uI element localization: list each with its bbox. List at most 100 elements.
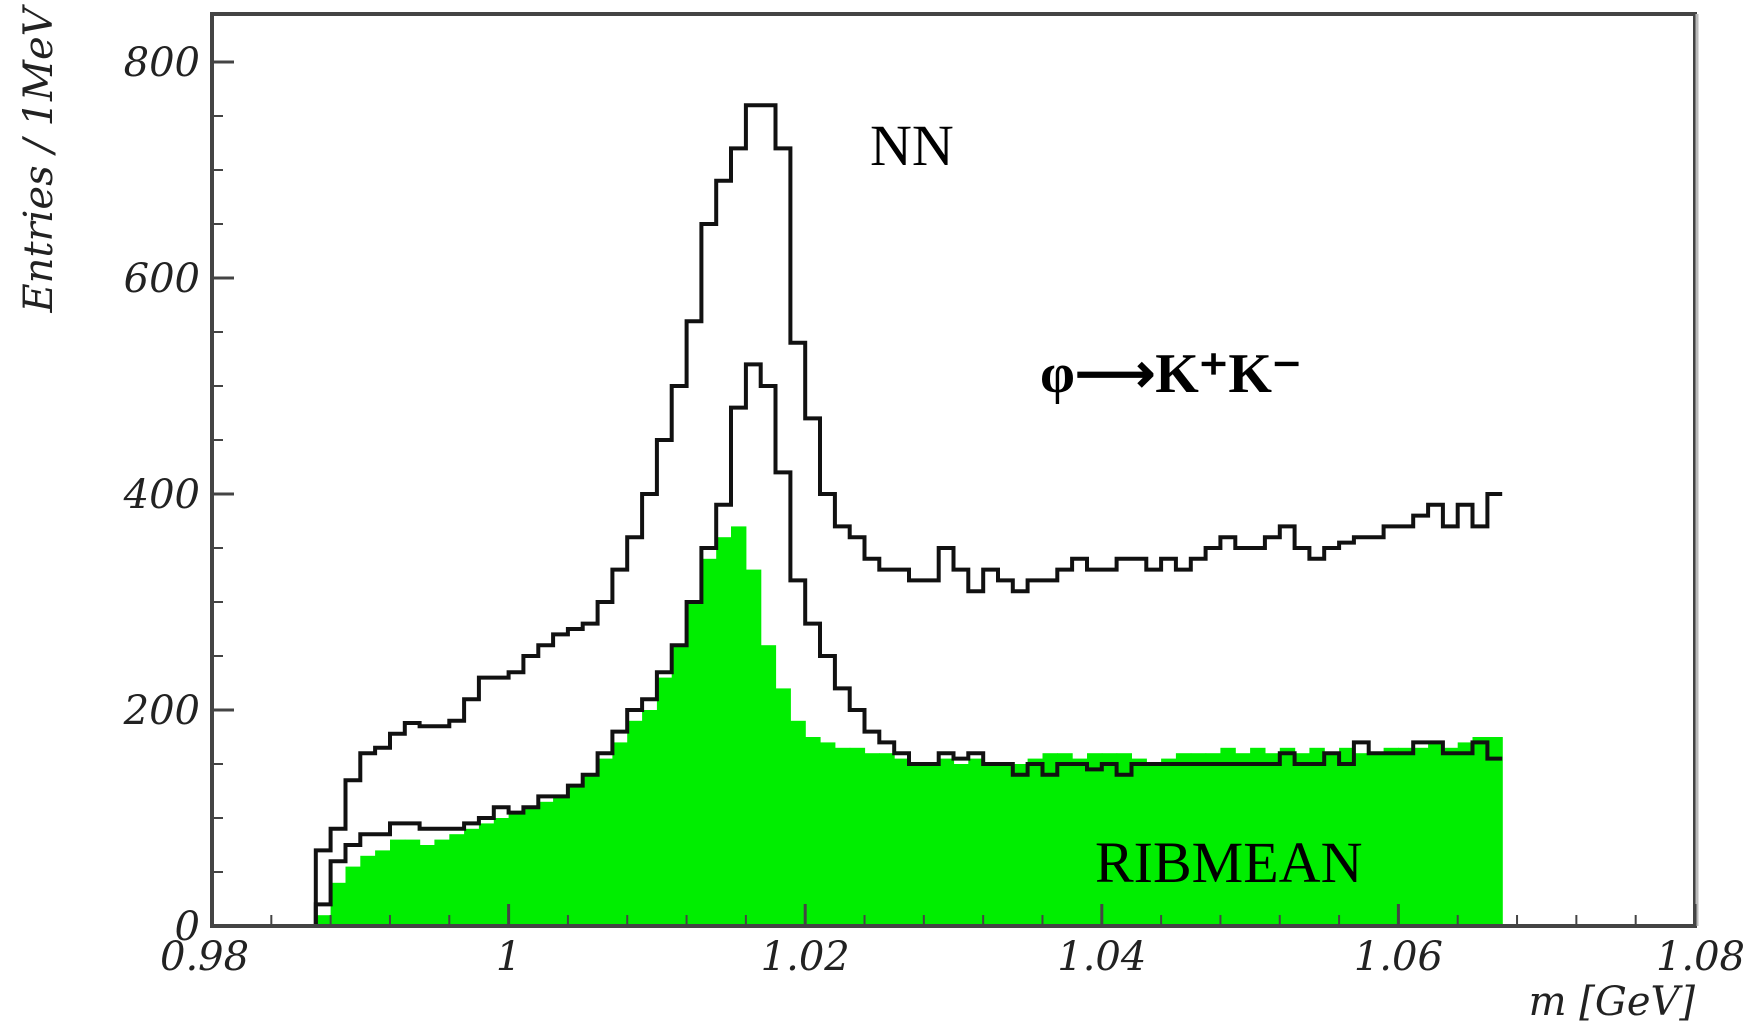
ribmean-bar	[1072, 758, 1088, 926]
ribmean-bar	[1487, 737, 1503, 926]
ribmean-bar	[983, 764, 999, 926]
ribmean-bar	[1457, 742, 1474, 926]
ribmean-bar	[1250, 747, 1266, 926]
ribmean-bar	[998, 764, 1014, 926]
ribmean-bar	[360, 855, 376, 926]
ribmean-bar	[1368, 753, 1385, 926]
lower-step-line	[212, 362, 1503, 928]
ribmean-bar	[1087, 753, 1103, 926]
ribmean-bar	[538, 801, 554, 926]
ribmean-bar	[315, 915, 332, 926]
series-nn-step	[212, 103, 1503, 928]
x-tick-label: 0.98	[160, 934, 249, 980]
x-tick-label: 1.02	[761, 934, 850, 980]
ribmean-bar	[849, 747, 866, 926]
y-axis: 0 200 400 600 800	[123, 40, 234, 950]
ribmean-bar	[1339, 747, 1355, 926]
ribmean-bar	[1042, 753, 1058, 926]
ribmean-bar	[1472, 737, 1488, 926]
ribmean-bar	[1398, 747, 1414, 926]
series-lower-step	[212, 362, 1503, 928]
ribmean-bar	[1413, 747, 1429, 926]
x-tick-label: 1.06	[1354, 934, 1443, 980]
ribmean-bar	[745, 569, 762, 926]
ribmean-bar	[345, 866, 361, 926]
ribmean-bar	[731, 526, 747, 926]
ribmean-bar	[523, 807, 539, 926]
ribmean-bar	[805, 737, 821, 926]
nn-step-line	[212, 103, 1503, 928]
ribmean-bar	[1175, 753, 1192, 926]
ribmean-bar	[701, 558, 717, 926]
y-tick-label: 200	[123, 688, 200, 734]
series-ribmean-fill	[315, 526, 1503, 926]
ribmean-bar	[419, 845, 435, 926]
ribmean-bar	[1146, 764, 1162, 926]
ribmean-bar	[330, 882, 346, 926]
ribmean-bar	[582, 774, 599, 926]
ribmean-bar	[1279, 747, 1296, 926]
ribmean-bar	[1235, 753, 1251, 926]
x-tick-label: 1	[496, 934, 521, 980]
x-axis: 0.98 1 1.02 1.04 1.06 1.08	[160, 904, 1745, 980]
ribmean-label: RIBMEAN	[1095, 830, 1362, 895]
x-tick-label: 1.08	[1656, 934, 1745, 980]
ribmean-bar	[923, 764, 940, 926]
ribmean-bar	[508, 812, 524, 926]
ribmean-bar	[493, 818, 510, 926]
ribmean-bar	[686, 602, 702, 926]
ribmean-bar	[390, 839, 406, 926]
ribmean-bar	[627, 720, 643, 926]
ribmean-bar	[1012, 764, 1029, 926]
y-tick-label: 400	[123, 472, 200, 518]
x-axis-title: m [GeV]	[1529, 979, 1696, 1025]
ribmean-bar	[790, 720, 806, 926]
ribmean-bar	[1101, 753, 1118, 926]
plot-frame	[210, 12, 1697, 928]
ribmean-bar	[1324, 753, 1340, 926]
ribmean-bar	[968, 758, 984, 926]
ribmean-bar	[1190, 753, 1207, 926]
ribmean-bar	[909, 764, 925, 926]
ribmean-bar	[464, 828, 480, 926]
ribmean-bar	[1294, 753, 1310, 926]
ribmean-bar	[1057, 753, 1073, 926]
ribmean-bar	[642, 710, 658, 926]
ribmean-bar	[375, 850, 391, 926]
ribmean-bar	[597, 758, 613, 926]
ribmean-bar	[1428, 742, 1444, 926]
ribmean-bar	[820, 742, 836, 926]
y-tick-label: 800	[124, 40, 200, 86]
ribmean-bar	[1027, 758, 1043, 926]
ribmean-bar	[1264, 753, 1281, 926]
ribmean-bar	[612, 742, 628, 926]
nn-label: NN	[870, 113, 954, 178]
x-tick-label: 1.04	[1057, 934, 1146, 980]
ribmean-bar	[1220, 747, 1236, 926]
y-axis-title: Entries / 1MeV	[16, 3, 62, 313]
ribmean-bar	[478, 823, 495, 926]
ribmean-bar	[656, 677, 673, 926]
ribmean-bar	[567, 785, 584, 926]
ribmean-bar	[953, 764, 969, 926]
ribmean-bar	[1383, 747, 1399, 926]
ribmean-bar	[1205, 753, 1221, 926]
ribmean-bar	[775, 688, 791, 926]
ribmean-bar	[434, 839, 450, 926]
ribmean-bar	[716, 537, 732, 926]
ribmean-bar	[864, 753, 880, 926]
y-tick-label: 600	[124, 256, 200, 302]
ribmean-bar	[671, 645, 688, 926]
ribmean-bar	[1116, 753, 1132, 926]
ribmean-bar	[879, 753, 895, 926]
ribmean-bar	[449, 834, 465, 926]
ribmean-bar	[404, 839, 421, 926]
ribmean-bar	[760, 645, 777, 926]
ribmean-bar	[834, 747, 851, 926]
ribmean-bar	[1309, 747, 1325, 926]
y-tick-label: 0	[175, 904, 200, 950]
ribmean-bar	[1442, 747, 1459, 926]
ribmean-bar	[938, 758, 955, 926]
decay-label: φ⟶K⁺K⁻	[1040, 343, 1301, 405]
